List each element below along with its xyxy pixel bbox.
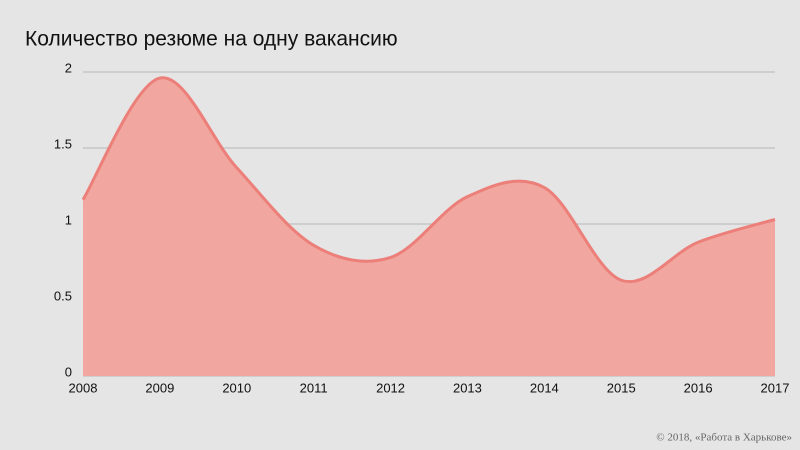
- x-tick-label: 2016: [684, 380, 713, 395]
- x-tick-label: 2015: [607, 380, 636, 395]
- x-tick-label: 2014: [530, 380, 559, 395]
- x-tick-label: 2013: [453, 380, 482, 395]
- y-tick-label: 0.5: [54, 288, 72, 303]
- source-note: © 2018, «Работа в Харькове»: [656, 432, 792, 444]
- x-tick-label: 2012: [376, 380, 405, 395]
- y-tick-label: 0: [65, 364, 72, 379]
- x-tick-label: 2009: [145, 380, 174, 395]
- y-tick-label: 2: [65, 60, 72, 75]
- x-tick-label: 2011: [300, 380, 328, 395]
- line: [81, 76, 776, 284]
- x-tick-label: 2017: [761, 380, 790, 395]
- x-tick-label: 2010: [222, 380, 251, 395]
- chart-title: Количество резюме на одну вакансию: [25, 28, 398, 51]
- area: [83, 77, 775, 376]
- y-tick-label: 1.5: [54, 136, 72, 151]
- x-tick-label: 2008: [69, 380, 98, 395]
- y-tick-label: 1: [65, 212, 72, 227]
